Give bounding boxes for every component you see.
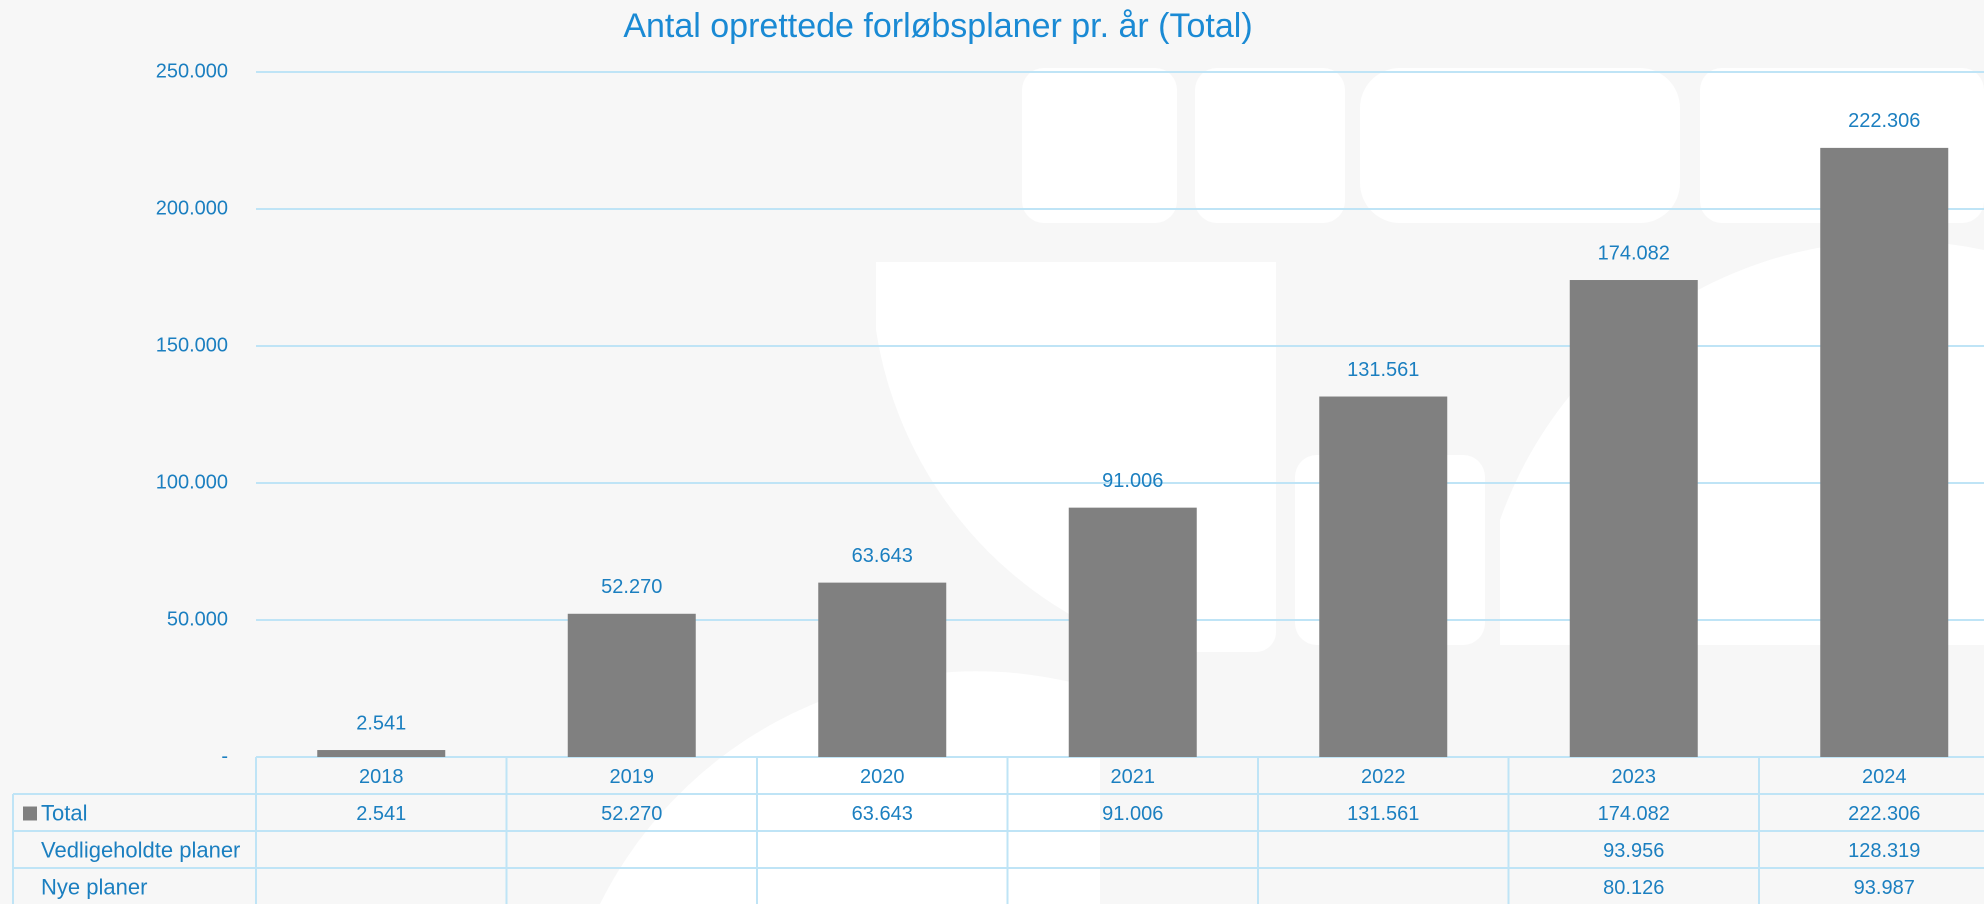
data-label: 222.306 <box>1848 110 1920 132</box>
table-cell: 174.082 <box>1598 803 1670 825</box>
table-cell: 131.561 <box>1347 803 1419 825</box>
y-tick-label: 250.000 <box>156 60 228 82</box>
x-tick-label: 2021 <box>1111 766 1156 788</box>
data-label: 63.643 <box>852 545 913 567</box>
x-tick-label: 2022 <box>1361 766 1406 788</box>
y-tick-label: 100.000 <box>156 471 228 493</box>
bar <box>567 613 696 757</box>
table-cell: 222.306 <box>1848 803 1920 825</box>
data-label: 52.270 <box>601 576 662 598</box>
data-label: 174.082 <box>1598 242 1670 264</box>
table-cell: 52.270 <box>601 803 662 825</box>
x-tick-label: 2024 <box>1862 766 1907 788</box>
x-tick-label: 2020 <box>860 766 905 788</box>
legend-key <box>23 806 37 821</box>
y-tick-label: 200.000 <box>156 197 228 219</box>
y-tick-label: 50.000 <box>167 608 228 630</box>
data-label: 2.541 <box>356 712 406 734</box>
chart-title: Antal oprettede forløbsplaner pr. år (To… <box>623 7 1252 45</box>
table-cell: 91.006 <box>1102 803 1163 825</box>
legend-label: Total <box>41 800 87 825</box>
background-decoration <box>600 68 1984 904</box>
bar <box>1569 280 1698 757</box>
x-tick-label: 2019 <box>610 766 655 788</box>
table-cell: 80.126 <box>1603 877 1664 899</box>
x-tick-label: 2018 <box>359 766 404 788</box>
bar <box>1820 147 1949 757</box>
y-tick-label: 150.000 <box>156 334 228 356</box>
data-label: 131.561 <box>1347 359 1419 381</box>
bar <box>1068 507 1197 757</box>
data-label: 91.006 <box>1102 470 1163 492</box>
table-cell: 63.643 <box>852 803 913 825</box>
table-cell: 93.956 <box>1603 840 1664 862</box>
bar <box>1319 396 1448 757</box>
table-cell: 2.541 <box>356 803 406 825</box>
table-cell: 128.319 <box>1848 840 1920 862</box>
legend-label: Vedligeholdte planer <box>41 837 240 862</box>
table-cell: 93.987 <box>1854 877 1915 899</box>
bar <box>818 582 947 757</box>
x-tick-label: 2023 <box>1612 766 1657 788</box>
bar <box>317 750 446 757</box>
legend-label: Nye planer <box>41 874 147 899</box>
y-tick-label: - <box>221 745 228 767</box>
